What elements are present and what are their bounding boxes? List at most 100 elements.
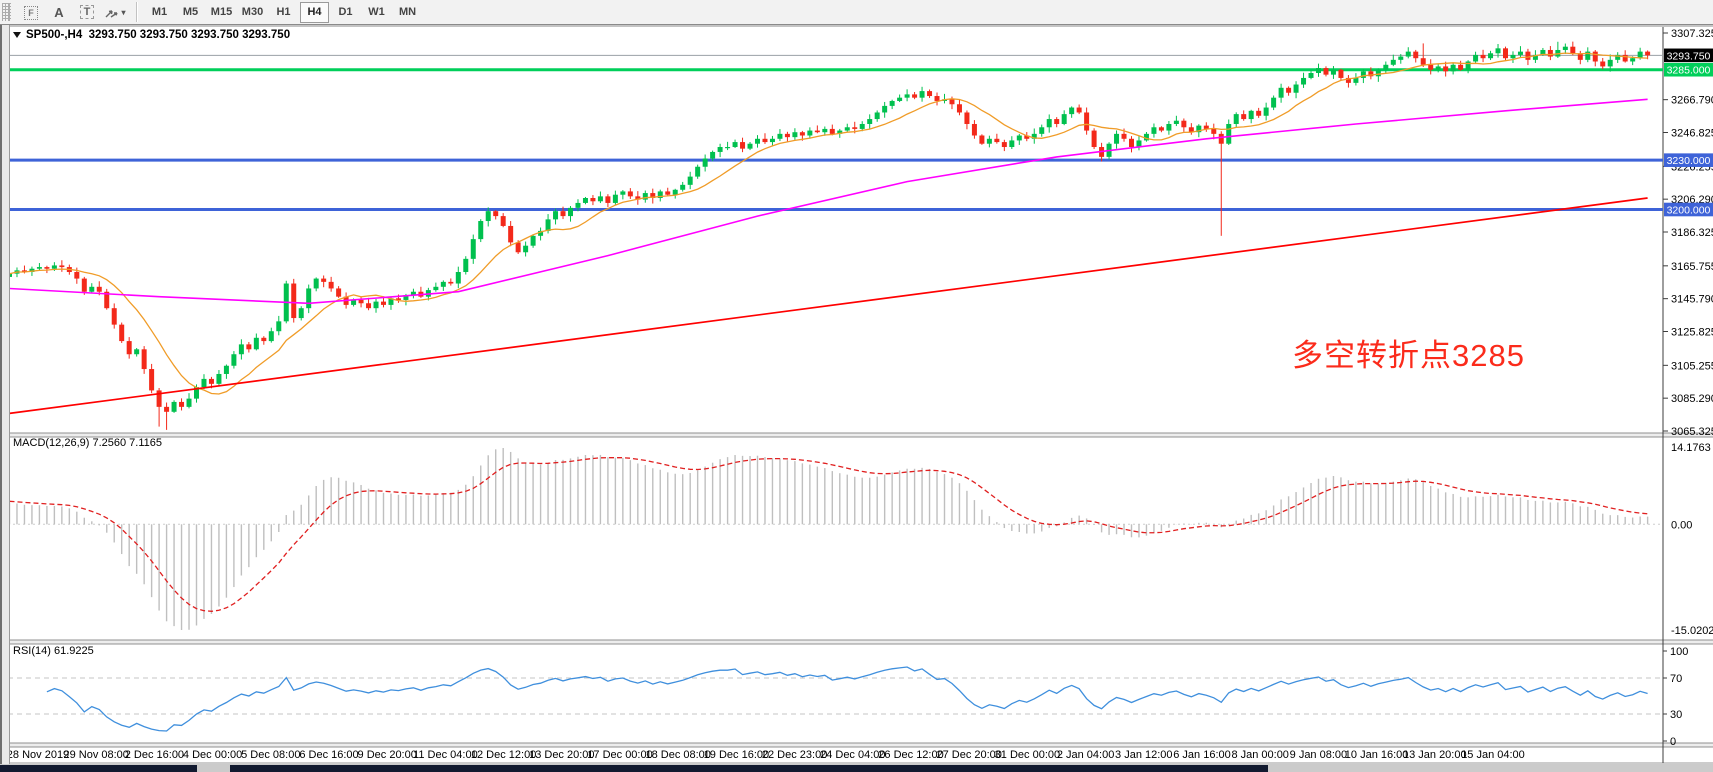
timeframe-button-m5[interactable]: M5: [182, 6, 199, 18]
candle: [627, 191, 633, 197]
chart-title: SP500-,H4 3293.750 3293.750 3293.750 329…: [13, 29, 290, 41]
timeframe-button-m1[interactable]: M1: [151, 6, 168, 18]
date-label: 6 Dec 16:00: [299, 749, 358, 761]
candle: [814, 130, 820, 133]
arrows-tool-button[interactable]: ▾: [102, 1, 128, 23]
candle: [1443, 66, 1449, 72]
timeframe-button-m15[interactable]: M15: [210, 6, 233, 18]
candle: [141, 349, 147, 370]
date-label: 13 Jan 20:00: [1403, 749, 1467, 761]
candle: [74, 272, 80, 279]
level-3285-badge-label: 3285.000: [1667, 65, 1711, 77]
date-label: 3 Jan 12:00: [1115, 749, 1173, 761]
text-label-tool-button[interactable]: T: [74, 1, 100, 23]
candle: [762, 138, 768, 143]
candle: [822, 128, 828, 133]
candle: [149, 369, 155, 391]
candle: [1271, 97, 1277, 108]
candle: [291, 283, 297, 319]
candle: [665, 191, 671, 195]
frame-tool-icon: F: [24, 6, 38, 20]
candle: [912, 94, 918, 98]
candle: [642, 193, 648, 200]
candle: [1488, 53, 1494, 59]
candle: [246, 344, 252, 350]
candle: [1465, 61, 1471, 70]
candle: [208, 378, 214, 384]
candle: [1173, 120, 1179, 124]
candle: [493, 211, 499, 217]
candle: [530, 235, 536, 246]
candle: [1024, 135, 1030, 139]
candle: [1592, 51, 1598, 62]
candle: [111, 308, 117, 325]
candle: [1630, 58, 1636, 62]
candle: [1061, 114, 1067, 124]
candle: [702, 158, 708, 167]
candle: [186, 398, 192, 407]
date-label: 18 Dec 08:00: [645, 749, 710, 761]
date-label: 10 Jan 16:00: [1345, 749, 1409, 761]
candle: [1622, 54, 1628, 62]
candle: [1615, 54, 1621, 60]
bottom-strip: [0, 764, 1713, 772]
price-tick-label: 3246.825: [1671, 128, 1713, 140]
candle: [1016, 135, 1022, 141]
timeframe-button-h1[interactable]: H1: [276, 6, 291, 18]
candle: [1293, 84, 1299, 93]
date-label: 15 Jan 04:00: [1461, 749, 1525, 761]
candle: [852, 127, 858, 129]
turning-point-annotation: 多空转折点3285: [1292, 338, 1525, 373]
expand-triangle-icon[interactable]: [13, 32, 21, 38]
candle: [403, 295, 409, 300]
candle: [1607, 59, 1613, 67]
text-tool-button[interactable]: A: [54, 4, 64, 20]
candle: [560, 211, 566, 217]
timeframe-button-d1[interactable]: D1: [338, 6, 353, 18]
candle: [545, 219, 551, 231]
candle: [21, 270, 27, 273]
macd-label: MACD(12,26,9) 7.2560 7.1165: [13, 437, 162, 449]
candle: [119, 324, 125, 342]
candle: [956, 104, 962, 113]
taskbar-segment: [0, 765, 197, 772]
chart-canvas[interactable]: 3307.3253266.7903246.8253226.2553206.290…: [0, 24, 1713, 772]
candle: [949, 99, 955, 105]
candlestick-series: [7, 41, 1651, 430]
toolbar-drag-handle-icon[interactable]: [2, 3, 11, 21]
candle: [612, 194, 618, 203]
candle: [657, 191, 663, 198]
candle: [582, 197, 588, 203]
candle: [1084, 112, 1090, 131]
candle: [485, 211, 491, 222]
candle: [1166, 123, 1172, 131]
level-3200-badge-label: 3200.000: [1667, 205, 1711, 217]
candle: [1151, 127, 1157, 134]
candle: [1413, 51, 1419, 59]
date-label: 24 Dec 04:00: [820, 749, 885, 761]
date-label: 9 Dec 20:00: [358, 749, 417, 761]
candle: [1009, 140, 1015, 148]
candle: [1353, 77, 1359, 83]
candle: [620, 191, 626, 195]
candle: [1600, 61, 1606, 67]
date-label: 2 Dec 16:00: [125, 749, 184, 761]
date-label: 19 Dec 16:00: [704, 749, 769, 761]
candle: [1301, 77, 1307, 85]
price-axis[interactable]: 3307.3253266.7903246.8253226.2553206.290…: [1663, 28, 1713, 748]
timeframe-button-h4[interactable]: H4: [300, 1, 329, 23]
candle: [732, 142, 738, 148]
timeframe-button-m30[interactable]: M30: [241, 6, 264, 18]
candle: [964, 112, 970, 124]
candle: [328, 281, 334, 289]
candle: [508, 225, 514, 243]
timeframe-button-w1[interactable]: W1: [368, 6, 385, 18]
candle: [1562, 46, 1568, 50]
candle: [59, 265, 65, 268]
date-label: 5 Dec 08:00: [241, 749, 300, 761]
candle: [515, 242, 521, 253]
candle: [89, 286, 95, 292]
timeframe-button-mn[interactable]: MN: [398, 6, 417, 18]
frame-tool-button[interactable]: F: [18, 1, 44, 23]
